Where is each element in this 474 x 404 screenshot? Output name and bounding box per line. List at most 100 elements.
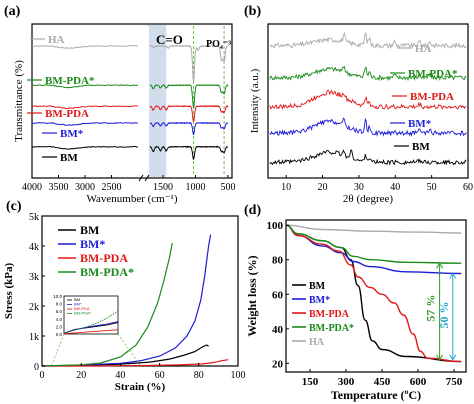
- inset-y-tick-label: 4.0: [56, 317, 63, 322]
- x-tick-label: 450: [374, 376, 391, 388]
- inset-legend-label: BM: [74, 297, 80, 302]
- legend-label: BM: [80, 223, 99, 237]
- y-tick-label: 2k: [29, 302, 39, 313]
- panel-c-frame: [41, 215, 239, 367]
- x-tick-label: 60: [463, 182, 473, 193]
- ftir-line-BM: [149, 145, 229, 160]
- legend-label: BM: [309, 281, 326, 292]
- y-axis-label: Stress (kPa): [3, 263, 15, 320]
- arrow-head: [436, 354, 444, 361]
- panel-c: BMBM*BM-PDABM-PDA*0.02.04.06.08.010.0BMB…: [3, 199, 246, 393]
- y-tick-label: 60: [272, 289, 284, 301]
- stress-line-BM-PDA: [41, 359, 229, 367]
- inset-y-tick-label: 2.0: [56, 324, 63, 329]
- x-tick-label: 500: [221, 182, 236, 193]
- legend-label: HA: [415, 43, 432, 55]
- legend-label: BM-PDA*: [309, 323, 354, 334]
- inset-frame: [63, 295, 119, 335]
- panel-b: HA BM-PDA* BM-PDA BM* BM 10 20 30 40 50 60 2θ (degr…: [244, 4, 473, 205]
- inset-line-BM*: [63, 321, 119, 334]
- tga-line-BM-PDA: [285, 224, 462, 363]
- inset-guide: [117, 333, 141, 366]
- legend-label: BM-PDA: [80, 251, 128, 265]
- panel-label: (a): [4, 4, 21, 19]
- arrow-head: [449, 354, 457, 361]
- x-tick-label: 40: [390, 182, 400, 193]
- tga-line-HA: [285, 224, 462, 234]
- y-tick-label: 1k: [29, 332, 39, 343]
- x-axis-label: Wavenumber (cm⁻¹): [87, 193, 178, 205]
- legend-label: BM*: [408, 118, 432, 130]
- panel-label: (c): [6, 199, 22, 214]
- y-axis-label: Transmittance (%): [13, 60, 25, 142]
- legend-label: BM*: [80, 237, 105, 251]
- ftir-line-HA: [31, 45, 139, 49]
- x-tick-label: 60: [155, 370, 165, 381]
- stress-line-BM*: [41, 234, 212, 367]
- carbonyl-band: [146, 25, 167, 177]
- annotation-57: 57 %: [424, 295, 438, 322]
- panel-b-frame: [267, 23, 469, 179]
- ftir-line-BM-PDA*: [149, 83, 229, 109]
- axis-break-gap: [139, 26, 149, 176]
- legend-label: HA: [48, 34, 65, 46]
- annotation-po4: PO₄⁻³: [206, 39, 231, 50]
- inset-legend-label: BM*: [74, 302, 82, 307]
- x-tick-label: 1000: [186, 182, 206, 193]
- xrd-line-BM-PDA*: [269, 65, 467, 82]
- y-axis-label: Intensity (a.u.): [249, 68, 261, 133]
- legend-label: BM*: [60, 128, 84, 140]
- legend-label: BM*: [309, 295, 330, 306]
- x-tick-label: 2500: [102, 182, 122, 193]
- panel-label: (b): [244, 4, 261, 19]
- x-tick-label: 0: [40, 370, 45, 381]
- inset-line-BM-PDA: [63, 329, 119, 335]
- y-tick-label: 0: [34, 362, 39, 373]
- tga-line-BM-PDA*: [285, 224, 462, 264]
- x-tick-label: 1500: [153, 182, 173, 193]
- x-tick-label: 3000: [75, 182, 95, 193]
- x-tick-label: 600: [410, 376, 427, 388]
- ftir-line-BM-PDA: [149, 105, 229, 123]
- legend-label: BM-PDA*: [80, 265, 134, 279]
- xrd-line-BM: [269, 149, 467, 166]
- x-tick-label: 40: [115, 370, 125, 381]
- legend-label: HA: [309, 337, 325, 348]
- x-tick-label: 100: [231, 370, 246, 381]
- x-tick-label: 750: [446, 376, 463, 388]
- legend-label: BM-PDA*: [45, 75, 95, 87]
- xrd-line-HA: [269, 31, 467, 50]
- panel-a: HA BM-PDA* BM-PDA BM* BM C=O PO₄⁻³ 4000 3500 3000…: [4, 4, 236, 205]
- x-tick-label: 4000: [22, 182, 42, 193]
- ftir-line-BM-PDA: [31, 105, 139, 109]
- panel-d-frame: [285, 219, 467, 373]
- inset-y-tick-label: 10.0: [53, 294, 62, 299]
- annotation-co: C=O: [156, 32, 183, 47]
- inset-guide: [51, 333, 65, 366]
- y-tick-label: 80: [272, 255, 284, 267]
- ftir-line-BM-PDA*: [31, 84, 139, 89]
- arrow-head: [449, 272, 457, 279]
- x-tick-label: 300: [338, 376, 355, 388]
- panel-a-frame: [31, 23, 233, 179]
- x-tick-label: 30: [354, 182, 364, 193]
- ftir-line-BM*: [150, 121, 229, 136]
- x-tick-label: 20: [318, 182, 328, 193]
- y-tick-label: 100: [267, 220, 284, 232]
- x-tick-label: 80: [194, 370, 204, 381]
- ftir-line-HA: [149, 44, 229, 82]
- inset-y-tick-label: 6.0: [56, 309, 63, 314]
- arrow-head: [436, 262, 444, 269]
- inset-legend-label: BM-PDA: [74, 306, 90, 311]
- legend-label: BM: [60, 152, 78, 164]
- ftir-line-BM: [31, 145, 139, 150]
- axis-break-mark: [144, 174, 150, 182]
- xrd-line-BM-PDA: [269, 89, 467, 110]
- x-axis-label: Temperature (ºC): [331, 388, 421, 402]
- legend-label: BM: [412, 141, 430, 153]
- y-axis-label: Weight loss (%): [245, 255, 259, 336]
- x-tick-label: 20: [76, 370, 86, 381]
- annotation-50: 50 %: [437, 302, 451, 329]
- x-tick-label: 10: [281, 182, 291, 193]
